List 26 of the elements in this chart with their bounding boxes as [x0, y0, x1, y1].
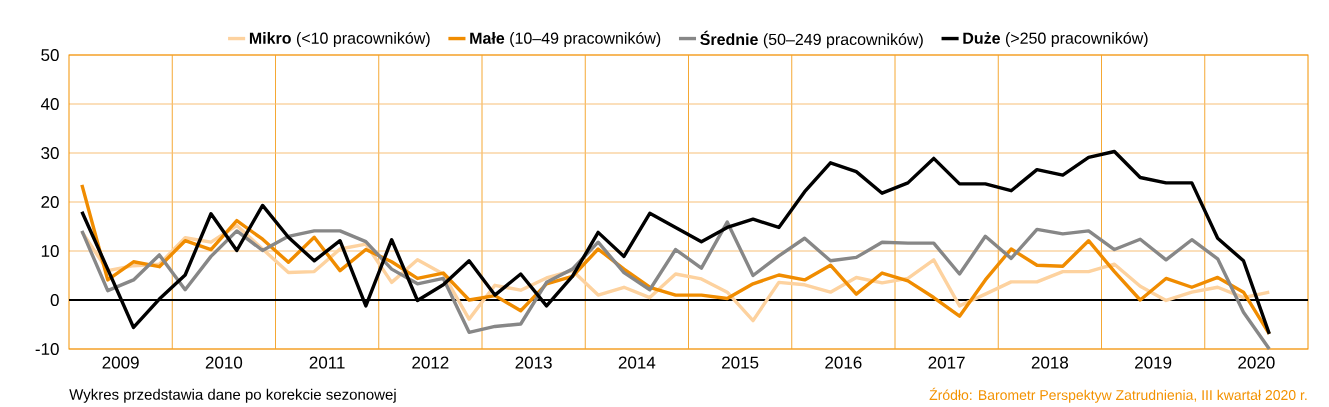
x-tick-label: 2011	[309, 356, 345, 369]
x-tick-label: 2015	[722, 356, 759, 369]
x-tick-label: 2020	[1238, 356, 1275, 369]
x-tick-label: 2016	[825, 356, 862, 369]
y-tick-label: 30	[41, 146, 59, 160]
legend-label: Małe (10–49 pracowników)	[470, 31, 661, 48]
x-tick-label: 2019	[1135, 356, 1172, 369]
legend-label: Średnie (50–249 pracowników)	[700, 30, 923, 49]
line-series	[80, 220, 1271, 351]
y-tick-label: 10	[41, 244, 59, 258]
text: Źródło: Barometr Perspektyw Zatrudnienia, III kwartał 2020 r.	[929, 387, 1307, 403]
x-tick-label: 2013	[515, 356, 552, 369]
x-tick-label: 2018	[1031, 356, 1069, 369]
x-tick-label: 2014	[618, 356, 656, 369]
text: Wykres przedstawia dane po korekcie sezonowej	[69, 388, 396, 403]
x-tick-label: 2012	[412, 356, 449, 369]
y-tick-label: 0	[50, 293, 59, 307]
y-tick-label: 20	[41, 195, 59, 209]
x-tick-label: 2009	[102, 356, 139, 369]
y-tick-label: 50	[41, 48, 59, 62]
legend-label: Duże (>250 pracowników)	[963, 31, 1148, 48]
legend-label: Mikro (<10 pracowników)	[249, 31, 430, 48]
x-tick-label: 2010	[205, 356, 243, 369]
x-tick-label: 2017	[928, 356, 965, 369]
y-tick-label: -10	[35, 342, 59, 356]
y-tick-label: 40	[40, 97, 59, 111]
